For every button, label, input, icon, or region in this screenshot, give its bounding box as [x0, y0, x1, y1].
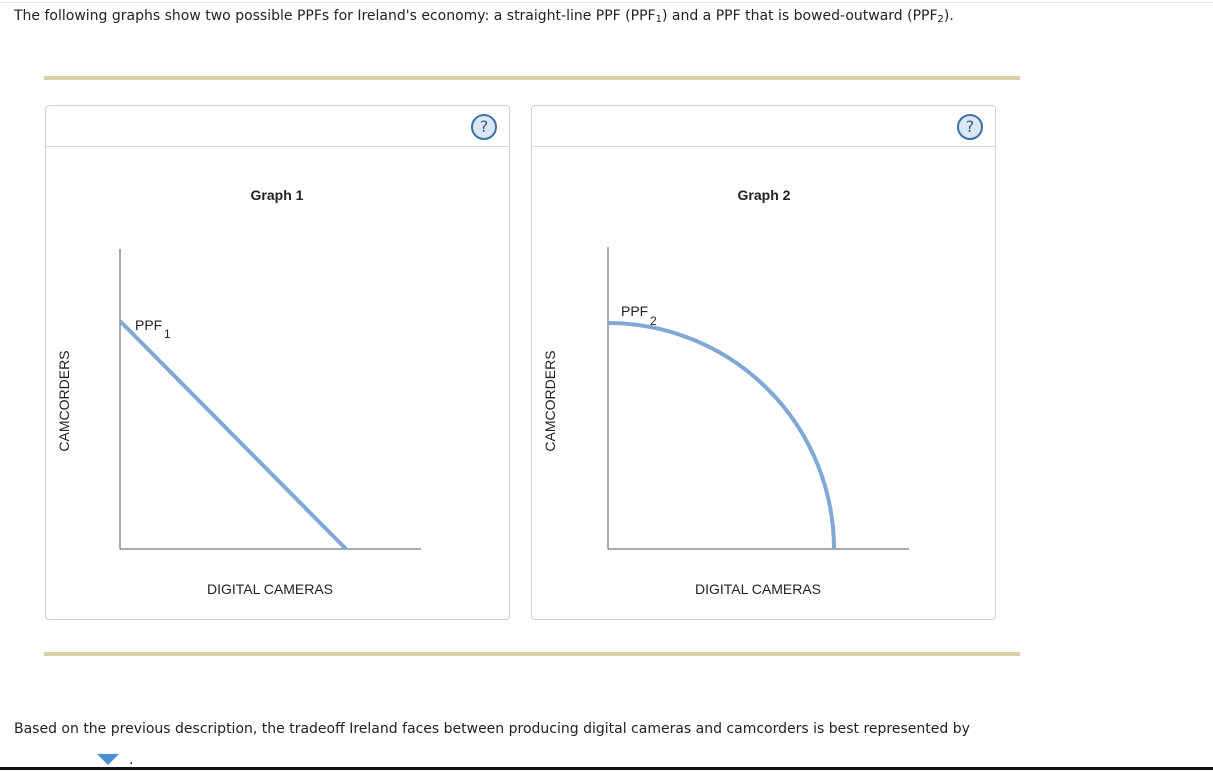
punctuation: . — [129, 752, 134, 768]
x-axis-label: DIGITAL CAMERAS — [207, 581, 333, 597]
ppf-curve — [118, 319, 348, 551]
separator — [44, 76, 1020, 80]
subscript: 1 — [655, 14, 662, 25]
help-button[interactable]: ? — [471, 114, 497, 140]
graph-title: Graph 2 — [738, 187, 791, 203]
help-button[interactable]: ? — [957, 114, 983, 140]
dropdown-arrow — [97, 754, 119, 765]
curve-label: PPF — [621, 303, 648, 319]
y-axis-label: CAMCORDERS — [542, 350, 558, 451]
question-text: Based on the previous description, the t… — [14, 721, 970, 737]
divider — [0, 767, 1213, 770]
curve-subscript: 1 — [164, 327, 171, 341]
curve-label: PPF — [135, 317, 162, 333]
intro-part: ) and a PPF that is bowed-outward (PPF — [661, 8, 938, 24]
subscript: 2 — [937, 14, 944, 25]
x-axis-label: DIGITAL CAMERAS — [695, 581, 821, 597]
ppf-curve — [607, 321, 836, 550]
intro-part: The following graphs show two possible P… — [14, 8, 656, 24]
intro-part: ). — [943, 8, 954, 24]
dropdown[interactable] — [97, 754, 119, 766]
intro-text: The following graphs show two possible P… — [14, 8, 954, 25]
graph: Graph 2 PPF 2 CAMCORDERS DIGITAL CAMERAS — [542, 187, 909, 597]
y-axis-label: CAMCORDERS — [56, 350, 72, 451]
graph-title: Graph 1 — [251, 187, 304, 203]
divider — [0, 2, 1213, 3]
curve-subscript: 2 — [650, 314, 657, 328]
panel-header: ? — [532, 106, 995, 147]
graph: Graph 1 PPF 1 CAMCORDERS DIGITAL CAMERAS — [56, 187, 421, 597]
graph-panel: ? Graph 1 PPF 1 CAMCORDERS DIGITAL CAMER… — [45, 105, 510, 620]
graph-panel: ? Graph 2 PPF 2 CAMCORDERS DIGITAL CAMER… — [531, 105, 996, 620]
separator — [44, 652, 1020, 656]
panel-header: ? — [46, 106, 509, 147]
